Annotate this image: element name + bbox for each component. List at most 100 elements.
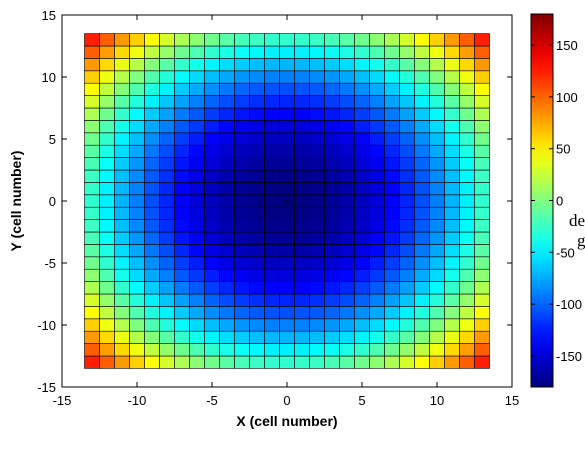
heatmap-cell [204,107,220,121]
heatmap-cell [459,256,475,270]
colorbar-tick-label: 100 [556,90,578,105]
heatmap-cell [249,355,265,369]
heatmap-cell [354,330,370,344]
heatmap-cell [174,144,190,158]
heatmap-cell [354,144,370,158]
heatmap-cell [249,256,265,270]
colorbar-tick-label: 0 [556,194,563,209]
heatmap-cell [174,293,190,307]
heatmap-cell [399,132,415,146]
heatmap-cell [474,219,490,233]
heatmap-cell [324,144,340,158]
heatmap-cell [234,82,250,96]
heatmap-cell [234,182,250,196]
heatmap-cell [234,343,250,357]
heatmap-cell [174,268,190,282]
heatmap-cell [144,343,160,357]
heatmap-cell [279,330,295,344]
heatmap-cell [99,107,115,121]
heatmap-cell [264,306,280,320]
heatmap-cell [324,306,340,320]
heatmap-cell [414,120,430,134]
heatmap-cell [84,169,100,183]
heatmap-cell [369,206,385,220]
heatmap-cell [459,70,475,84]
heatmap-cell [129,281,145,295]
heatmap-cell [114,343,130,357]
heatmap-cell [279,343,295,357]
heatmap-cell [234,33,250,47]
heatmap-cell [339,343,355,357]
heatmap-cell [144,132,160,146]
heatmap-cell [354,194,370,208]
heatmap-cell [309,330,325,344]
heatmap-cell [459,219,475,233]
heatmap-cell [324,182,340,196]
heatmap-cell [354,318,370,332]
heatmap-cell [114,120,130,134]
heatmap-cell [324,219,340,233]
heatmap-cell [234,144,250,158]
heatmap-cell [114,58,130,72]
heatmap-cell [429,244,445,258]
heatmap-cell [249,281,265,295]
heatmap-cell [129,343,145,357]
heatmap-cell [384,95,400,109]
heatmap-cell [99,256,115,270]
y-tick-label: 5 [49,132,56,147]
heatmap-cell [429,231,445,245]
heatmap-cell [279,306,295,320]
heatmap-cell [84,157,100,171]
heatmap-cell [429,132,445,146]
heatmap-cell [354,33,370,47]
y-tick-label: -10 [37,318,56,333]
heatmap-cell [474,169,490,183]
heatmap-cell [174,45,190,59]
heatmap-cell [189,355,205,369]
heatmap-cell [114,45,130,59]
heatmap-cell [369,318,385,332]
heatmap-cell [309,132,325,146]
heatmap-cell [369,70,385,84]
heatmap-cell [159,219,175,233]
heatmap-cell [144,169,160,183]
heatmap-cell [459,169,475,183]
heatmap-cell [144,330,160,344]
heatmap-cell [414,219,430,233]
heatmap-cell [444,343,460,357]
heatmap-cell [99,206,115,220]
heatmap-cell [279,33,295,47]
heatmap-cell [234,355,250,369]
heatmap-cell [384,132,400,146]
heatmap-cell [354,244,370,258]
heatmap-cell [444,355,460,369]
heatmap-cell [264,219,280,233]
heatmap-cell [459,107,475,121]
heatmap-cell [114,244,130,258]
heatmap-cell [129,318,145,332]
heatmap-cell [99,293,115,307]
heatmap-cell [84,132,100,146]
heatmap-cell [84,330,100,344]
colorbar-tick-label: -50 [556,245,575,260]
heatmap-cell [99,219,115,233]
heatmap-cell [144,244,160,258]
heatmap-cell [129,206,145,220]
heatmap-cell [129,45,145,59]
heatmap-cell [459,343,475,357]
heatmap-cell [429,206,445,220]
heatmap-cell [129,194,145,208]
heatmap-cell [429,95,445,109]
heatmap-cell [384,157,400,171]
heatmap-cell [249,120,265,134]
heatmap-cell [474,244,490,258]
heatmap-cell [84,33,100,47]
heatmap-cell [189,45,205,59]
heatmap-cell [294,33,310,47]
heatmap-cell [369,45,385,59]
heatmap-cell [459,120,475,134]
heatmap-cell [354,206,370,220]
heatmap-cell [459,318,475,332]
heatmap-cell [204,206,220,220]
heatmap-cell [324,281,340,295]
